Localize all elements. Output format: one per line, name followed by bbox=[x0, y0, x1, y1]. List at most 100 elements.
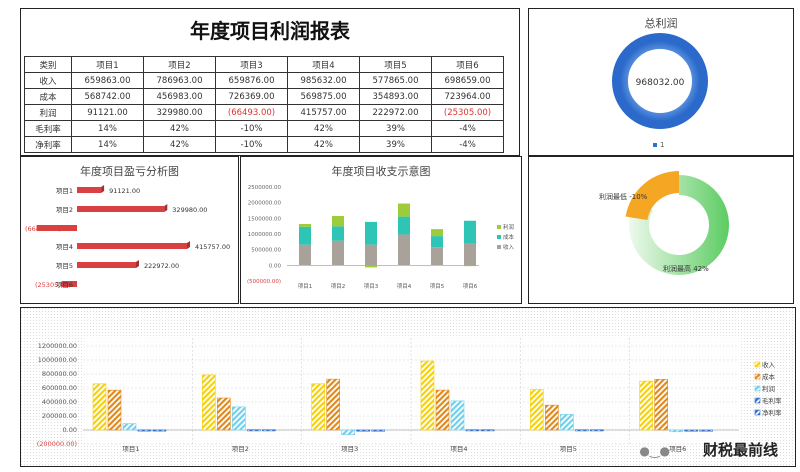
table-cell: -4% bbox=[431, 120, 504, 137]
row-label: 利润 bbox=[24, 104, 72, 121]
table-row: 收入 659863.00 786963.00 659876.00 985632.… bbox=[24, 72, 504, 89]
table-cell: 577865.00 bbox=[359, 72, 432, 89]
table-cell: 569875.00 bbox=[287, 88, 360, 105]
stacked-title: 年度项目收支示意图 bbox=[331, 165, 431, 178]
table-row: 毛利率 14% 42% -10% 42% 39% -4% bbox=[24, 120, 504, 137]
y-tick-label: 400000.00 bbox=[42, 398, 77, 406]
margin-ring-panel: 利润最低 -10% 利润最高 42% bbox=[528, 156, 794, 304]
bar-category-label: 项目4 bbox=[56, 243, 73, 251]
bar-category-label: 项目6 bbox=[56, 281, 73, 289]
legend-label: 成本 bbox=[503, 233, 515, 241]
margin-ring-chart: 利润最低 -10% 利润最高 42% bbox=[599, 171, 729, 275]
grouped-bar bbox=[341, 429, 355, 435]
ring-slice-high bbox=[629, 175, 729, 275]
grouped-bar bbox=[202, 374, 216, 431]
grouped-bar bbox=[217, 397, 231, 431]
stack-segment bbox=[365, 244, 377, 266]
y-tick-label: (200000.00) bbox=[37, 440, 77, 448]
stack-segment bbox=[332, 216, 344, 227]
table-row: 净利率 14% 42% -10% 42% 39% -4% bbox=[24, 136, 504, 153]
income-expense-panel: 年度项目收支示意图 2500000.00 2000000.00 1500000.00… bbox=[240, 156, 522, 304]
report-table-panel: 年度项目利润报表 类别 项目1 项目2 项目3 项目4 项目5 项目6 收入 6… bbox=[20, 8, 520, 156]
table-cell: 42% bbox=[143, 136, 216, 153]
profit-analysis-panel: 年度项目盈亏分析图 项目1 91121.00 项目2 329980.00 (66493.… bbox=[20, 156, 239, 304]
table-cell: 39% bbox=[359, 120, 432, 137]
grouped-bar bbox=[420, 360, 435, 431]
wechat-icon: ●‿● bbox=[639, 444, 670, 458]
table-cell: 42% bbox=[287, 120, 360, 137]
legend-label: 成本 bbox=[762, 372, 776, 381]
header-cell: 项目2 bbox=[143, 56, 216, 73]
table-cell: 659876.00 bbox=[215, 72, 288, 89]
legend-swatch bbox=[497, 245, 501, 249]
x-tick-label: 项目4 bbox=[397, 283, 412, 290]
grouped-bar bbox=[669, 429, 683, 433]
table-cell: -4% bbox=[431, 136, 504, 153]
table-cell: 985632.00 bbox=[287, 72, 360, 89]
profit-bar-chart: 项目191121.00项目2329980.00(66493.00)项目3项目44… bbox=[25, 185, 230, 289]
legend-swatch bbox=[497, 235, 501, 239]
grouped-bar bbox=[107, 389, 122, 431]
table-cell: 222972.00 bbox=[359, 104, 432, 121]
profit-bar bbox=[36, 225, 77, 231]
profit-bar bbox=[77, 243, 187, 249]
stack-segment bbox=[299, 226, 311, 245]
table-cell: 42% bbox=[143, 120, 216, 137]
table-cell: (25305.00) bbox=[431, 104, 504, 121]
total-profit-panel: 总利润 968032.00 1 bbox=[528, 8, 794, 156]
grouped-bar bbox=[699, 429, 713, 432]
grouped-bar bbox=[575, 429, 589, 432]
profit-bar bbox=[61, 281, 77, 287]
header-cell: 项目3 bbox=[215, 56, 288, 73]
stack-segment bbox=[299, 223, 311, 227]
bar-category-label: 项目1 bbox=[56, 187, 73, 195]
grouped-bar bbox=[122, 423, 137, 431]
table-cell: 39% bbox=[359, 136, 432, 153]
table-cell: 568742.00 bbox=[71, 88, 144, 105]
header-cell: 项目5 bbox=[359, 56, 432, 73]
grouped-bar bbox=[152, 429, 167, 432]
bar-category-label: 项目5 bbox=[56, 262, 73, 270]
header-cell: 项目1 bbox=[71, 56, 144, 73]
total-profit-donut-chart: 968032.00 1 bbox=[612, 33, 708, 149]
table-header-row: 类别 项目1 项目2 项目3 项目4 项目5 项目6 bbox=[24, 56, 504, 73]
ring-label-low: 利润最低 -10% bbox=[599, 192, 648, 201]
stack-segment bbox=[398, 203, 410, 217]
stack-segment bbox=[365, 221, 377, 245]
stack-segment bbox=[398, 234, 410, 266]
row-label: 毛利率 bbox=[24, 120, 72, 137]
table-cell: 415757.00 bbox=[287, 104, 360, 121]
grouped-bar bbox=[654, 379, 668, 431]
bar-value-label: 329980.00 bbox=[172, 206, 207, 214]
table-cell: 726369.00 bbox=[215, 88, 288, 105]
table-cell: (66493.00) bbox=[215, 104, 288, 121]
grouped-bar bbox=[684, 429, 698, 432]
header-cell: 项目4 bbox=[287, 56, 360, 73]
stack-segment bbox=[398, 216, 410, 235]
bar-value-label: 415757.00 bbox=[195, 243, 230, 251]
watermark: 财税最前线 bbox=[702, 441, 778, 459]
row-label: 净利率 bbox=[24, 136, 72, 153]
stack-segment bbox=[464, 243, 476, 266]
x-tick-label: 项目6 bbox=[463, 283, 478, 290]
profit-bar-title: 年度项目盈亏分析图 bbox=[80, 165, 179, 178]
grouped-bar bbox=[465, 429, 480, 432]
stack-segment bbox=[464, 265, 476, 267]
stack-segment bbox=[332, 240, 344, 266]
grouped-bar bbox=[232, 406, 246, 431]
grouped-bar bbox=[545, 404, 559, 431]
grouped-bar bbox=[480, 429, 495, 432]
table-cell: 698659.00 bbox=[431, 72, 504, 89]
legend-label: 收入 bbox=[762, 360, 776, 369]
profit-bar-side bbox=[101, 185, 105, 193]
table-cell: -10% bbox=[215, 120, 288, 137]
donut-slice-1 bbox=[612, 33, 708, 129]
x-tick-label: 项目5 bbox=[430, 283, 445, 290]
x-tick-label: 项目1 bbox=[298, 283, 313, 290]
grouped-bar bbox=[137, 429, 152, 432]
table-cell: 91121.00 bbox=[71, 104, 144, 121]
legend-swatch bbox=[754, 397, 761, 404]
donut-center-label: 968032.00 bbox=[636, 78, 685, 88]
row-label: 成本 bbox=[24, 88, 72, 105]
legend-label: 1 bbox=[660, 141, 664, 149]
